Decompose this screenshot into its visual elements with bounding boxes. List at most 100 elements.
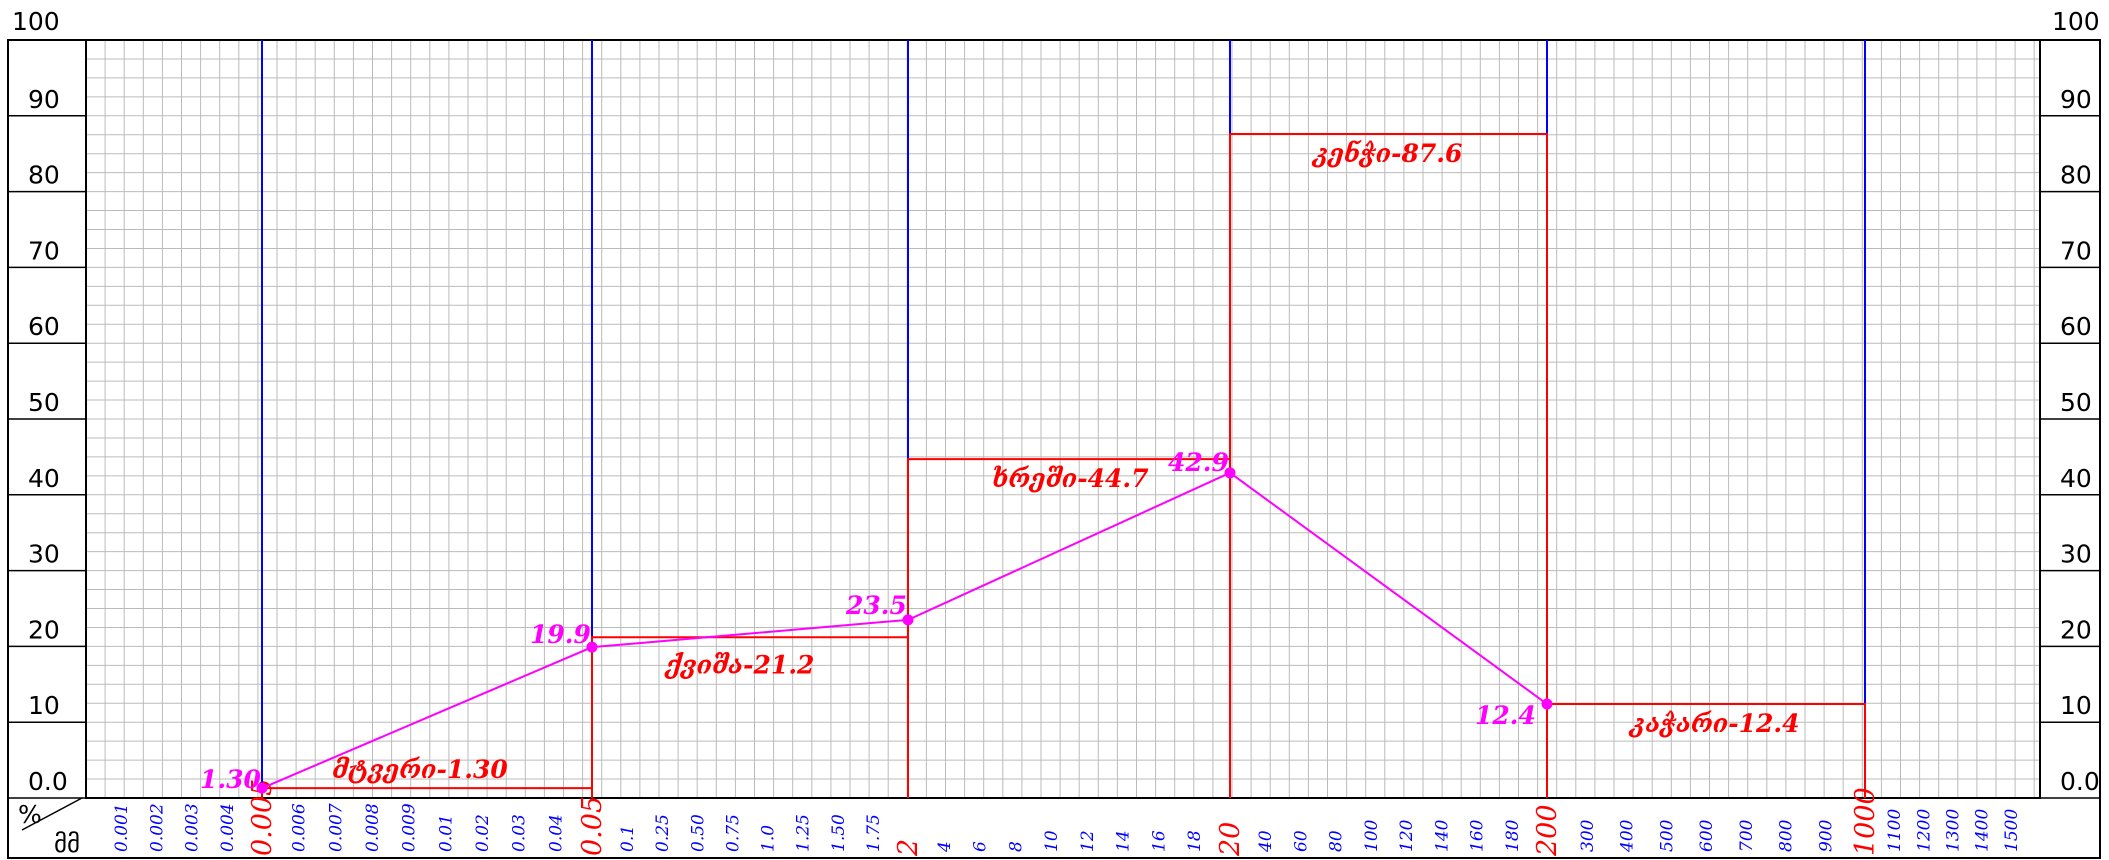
x-tick-label: 0.02 [473,814,493,852]
x-tick-label: 8 [1006,841,1026,852]
x-tick-label: 1400 [1973,809,1993,852]
y-tick-label-right: 60 [2060,312,2092,341]
curve-point-label: 42.9 [1168,448,1229,477]
x-tick-label: 100 [1362,819,1382,852]
x-tick-label: 1.75 [864,814,884,852]
fraction-bar [907,458,1231,798]
x-tick-label: 0.03 [510,814,530,852]
x-tick-label: 60 [1291,830,1311,852]
x-tick-label: 300 [1578,819,1598,852]
y-tick-label-left: 30 [28,540,60,569]
x-tick-label: 1000 [1850,787,1881,856]
x-tick-label: 0.008 [363,803,383,852]
y-tick-label-left: 80 [28,161,60,190]
x-tick-label: 0.009 [400,803,420,852]
x-tick-label: 500 [1657,819,1677,852]
y-tick-label-right: 20 [2060,615,2092,644]
x-tick-label: 600 [1697,819,1717,852]
x-tick-label: 12 [1078,830,1098,852]
x-tick-label: 0.50 [688,814,708,852]
y-tick-label-right: 30 [2060,540,2092,569]
x-tick-label: 0.1 [618,825,638,852]
fraction-label: კენჭი-87.6 [1312,139,1463,168]
x-tick-label: 6 [971,841,991,852]
curve-point-label: 19.9 [530,620,591,649]
x-tick-label: 120 [1397,819,1417,852]
y-axis-left: 0.0 10 20 30 40 50 60 70 80 90 100 [8,7,86,799]
x-tick-label: 1.0 [759,825,779,852]
x-tick-label: 16 [1149,830,1169,852]
curve-point-label: 12.4 [1475,701,1536,730]
fraction-bar [1546,703,1866,798]
x-tick-label: 20 [1215,822,1246,857]
x-tick-label: 1100 [1885,809,1905,852]
x-tick-label: 180 [1503,819,1523,852]
x-tick-label: 400 [1618,819,1638,853]
x-tick-label: 0.007 [326,803,346,852]
y-tick-label-left: 50 [28,388,60,417]
y-tick-label-right: 100 [2052,7,2100,36]
fraction-label: ხრეში-44.7 [992,464,1150,493]
x-tick-label: 0.004 [218,803,238,852]
curve-point [256,782,268,794]
x-tick-label: 40 [1256,830,1276,853]
curve-point [1224,467,1236,479]
y-tick-label-left: 70 [28,236,60,265]
y-tick-label-right: 90 [2060,85,2092,114]
x-tick-label: 160 [1468,819,1488,852]
x-tick-label: 0.006 [290,803,310,852]
x-tick-label: 1.25 [794,814,814,852]
corner-unit-mm: მმ [54,829,80,858]
curve-point [1541,698,1553,710]
x-tick-label: 140 [1432,819,1452,852]
curve-point [586,641,598,653]
outer-border [7,39,2101,859]
x-tick-label: 0.003 [183,803,203,852]
fraction-label: ქვიშა-21.2 [665,650,815,679]
y-tick-label-left: 20 [28,615,60,644]
x-tick-label: 0.04 [546,814,566,852]
fraction-label: მტვერი-1.30 [332,755,508,784]
x-tick-label: 200 [1532,804,1563,857]
fraction-bar [261,787,593,798]
y-tick-label-left: 90 [28,85,60,114]
x-tick-label: 18 [1185,830,1205,852]
y-tick-label-left: 0.0 [28,767,68,796]
x-tick-label: 700 [1737,819,1757,852]
x-tick-label: 2 [893,839,924,857]
x-tick-label: 0.05 [577,796,608,856]
y-tick-label-left: 60 [28,312,60,341]
curve-point [902,614,914,626]
y-tick-label-left: 10 [28,691,60,720]
x-tick-label: 10 [1042,830,1062,852]
y-tick-label-left: 40 [28,464,60,493]
x-tick-label: 1.50 [829,814,849,852]
x-tick-label: 900 [1816,819,1836,852]
y-tick-label-right: 70 [2060,236,2092,265]
corner-unit-percent: % [18,800,42,829]
x-tick-label: 0.002 [147,803,167,852]
x-tick-label: 1500 [2002,809,2022,852]
fraction-bar [1229,132,1548,798]
fraction-label: კაჭარი-12.4 [1629,709,1800,738]
x-tick-label: 800 [1777,819,1797,852]
y-tick-label-right: 10 [2060,691,2092,720]
y-tick-label-right: 80 [2060,161,2092,190]
x-tick-label: 0.001 [112,803,132,852]
grid [86,39,2040,799]
x-tick-label: 1200 [1914,809,1934,852]
x-tick-label: 4 [935,841,955,853]
y-axis-right: 0.0 10 20 30 40 50 60 70 80 90 100 [2040,7,2100,799]
x-tick-label: 14 [1114,830,1134,852]
y-tick-label-right: 0.0 [2060,767,2100,796]
curve-point-label: 23.5 [845,591,907,620]
curve-series: 1.30 19.9 23.5 42.9 12.4 [200,448,1553,794]
y-tick-label-right: 40 [2060,464,2092,493]
corner-diagonal [21,797,83,831]
x-tick-label: 0.01 [436,814,456,852]
x-tick-label: 0.25 [653,814,673,852]
x-tick-label: 0.75 [723,814,743,852]
y-tick-label-right: 50 [2060,388,2092,417]
x-tick-label: 80 [1327,830,1347,852]
